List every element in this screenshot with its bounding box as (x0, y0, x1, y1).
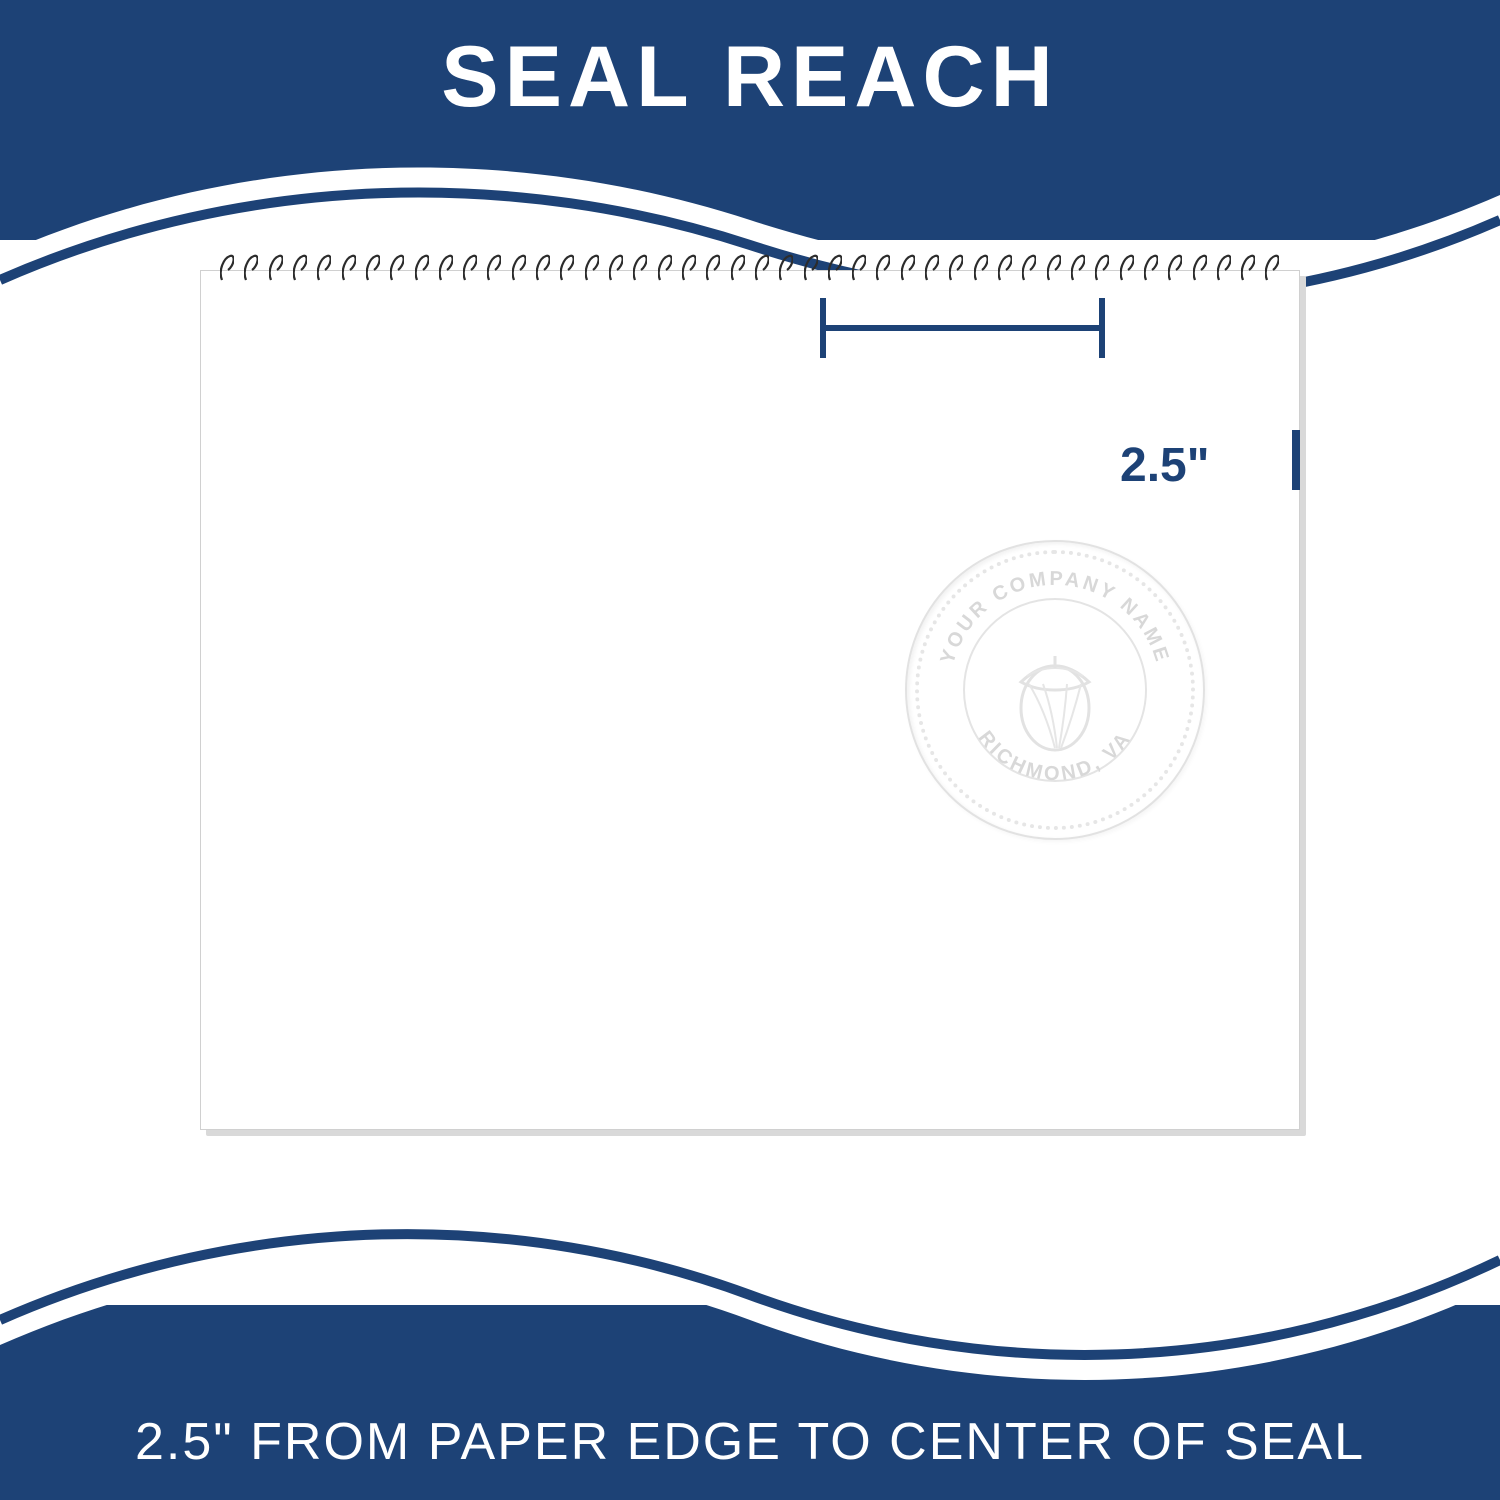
spiral-ring (342, 252, 356, 282)
measure-right-cap (1292, 430, 1300, 490)
acorn-icon (985, 620, 1125, 760)
spiral-ring (949, 252, 963, 282)
spiral-ring (1120, 252, 1134, 282)
measure-label: 2.5" (1120, 438, 1209, 493)
spiral-ring (1047, 252, 1061, 282)
spiral-ring (658, 252, 672, 282)
spiral-ring (755, 252, 769, 282)
spiral-ring (706, 252, 720, 282)
spiral-ring (269, 252, 283, 282)
spiral-ring (293, 252, 307, 282)
spiral-ring (925, 252, 939, 282)
spiral-ring (487, 252, 501, 282)
spiral-ring (682, 252, 696, 282)
bottom-wave-stroke (0, 1205, 1500, 1405)
spiral-ring (366, 252, 380, 282)
spiral-ring (974, 252, 988, 282)
spiral-ring (1241, 252, 1255, 282)
spiral-ring (585, 252, 599, 282)
spiral-ring (901, 252, 915, 282)
spiral-ring (1217, 252, 1231, 282)
spiral-ring (415, 252, 429, 282)
spiral-ring (1022, 252, 1036, 282)
spiral-ring (317, 252, 331, 282)
spiral-ring (876, 252, 890, 282)
footer-text: 2.5" FROM PAPER EDGE TO CENTER OF SEAL (0, 1412, 1500, 1472)
spiral-ring (390, 252, 404, 282)
measure-bracket (820, 298, 1105, 358)
spiral-ring (463, 252, 477, 282)
spiral-ring (1144, 252, 1158, 282)
spiral-ring (536, 252, 550, 282)
spiral-ring (1265, 252, 1279, 282)
title: SEAL REACH (0, 28, 1500, 127)
spiral-ring (852, 252, 866, 282)
seal-center-motif (983, 618, 1127, 762)
spiral-ring (633, 252, 647, 282)
spiral-ring (244, 252, 258, 282)
spiral-ring (828, 252, 842, 282)
spiral-ring (512, 252, 526, 282)
spiral-ring (439, 252, 453, 282)
spiral-ring (1168, 252, 1182, 282)
spiral-ring (804, 252, 818, 282)
spiral-ring (1193, 252, 1207, 282)
spiral-ring (779, 252, 793, 282)
embossed-seal: YOUR COMPANY NAME RICHMOND, VA (905, 540, 1205, 840)
spiral-ring (1071, 252, 1085, 282)
spiral-ring (609, 252, 623, 282)
spiral-ring (560, 252, 574, 282)
spiral-binding (220, 252, 1280, 282)
spiral-ring (998, 252, 1012, 282)
spiral-ring (220, 252, 234, 282)
spiral-ring (731, 252, 745, 282)
spiral-ring (1095, 252, 1109, 282)
